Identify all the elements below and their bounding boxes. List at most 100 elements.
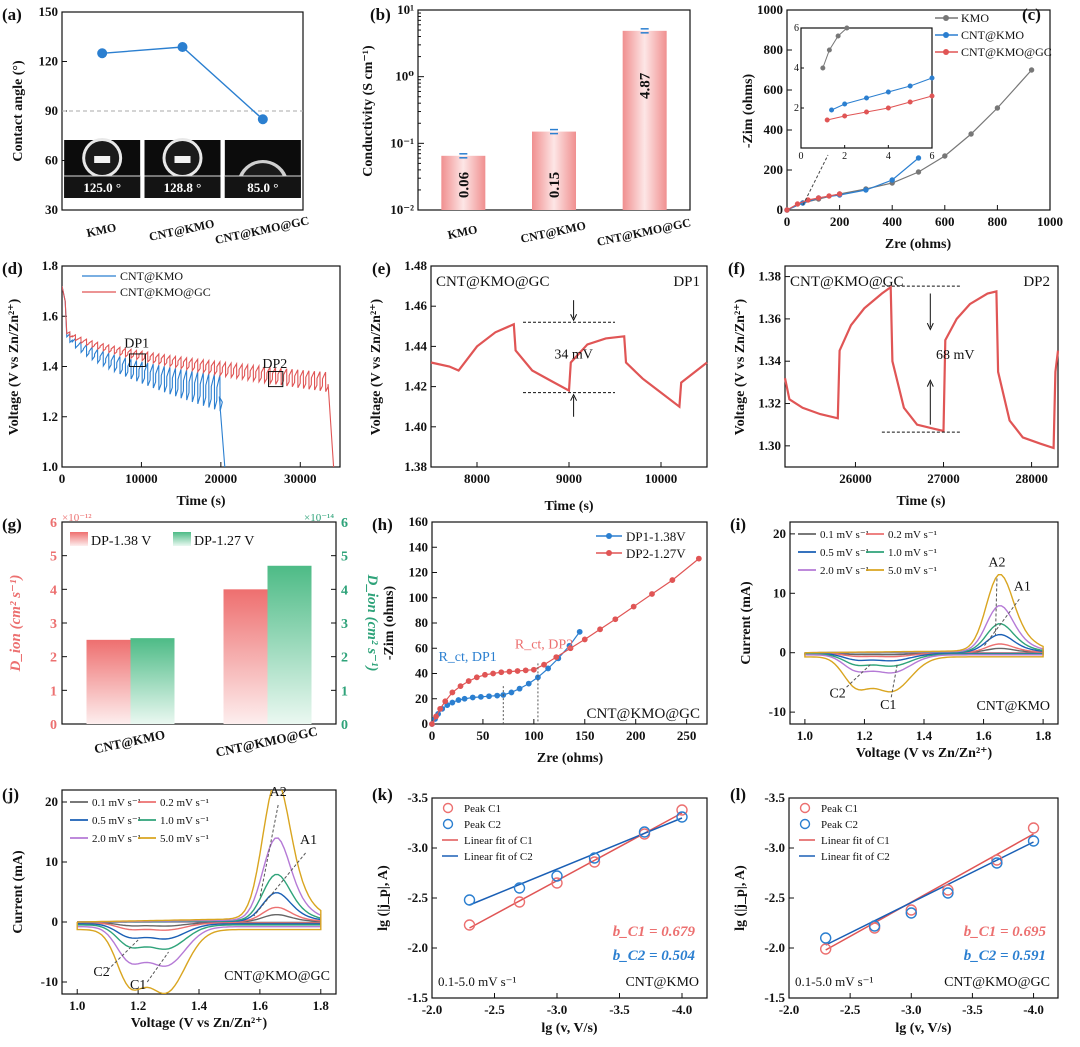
peak-c1-point (551, 877, 563, 889)
y-right-tick-label: 4 (341, 583, 348, 598)
y-tick-label: 6 (50, 516, 57, 531)
y-axis-label: Voltage (V vs Zn/Zn²⁺) (7, 298, 22, 435)
inset-point-1 (929, 75, 935, 81)
legend-label: DP1-1.38V (626, 529, 686, 544)
eis-point-0 (942, 153, 948, 159)
x-category-label: CNT@KMO (148, 216, 216, 244)
legend-label: 5.0 mV s⁻¹ (888, 565, 937, 577)
eis-point-1 (630, 603, 637, 610)
y-tick-label: 10 (773, 585, 786, 600)
inset-plot: 0 2 4 6 2 4 6 (794, 23, 935, 162)
legend-label: 2.0 mV s⁻¹ (820, 565, 869, 577)
cv-curves (804, 574, 1044, 693)
x-tick-label: 800 (988, 214, 1008, 229)
contact-angle-value: 85.0 ° (247, 180, 278, 195)
eis-point-1 (553, 654, 560, 660)
inset-point-2 (863, 109, 869, 115)
panel-title: CNT@KMO@GC (790, 274, 903, 290)
y-tick-label: 1.38 (758, 269, 781, 284)
eis-point-1 (514, 668, 521, 674)
legend-label: DP2-1.27V (626, 546, 686, 561)
peak-c2-point (868, 920, 881, 932)
peak-a2-label: A2 (988, 556, 1005, 571)
arrow-head (926, 379, 934, 387)
legend-marker (943, 49, 949, 55)
legend-swatch (70, 532, 88, 546)
b-value-c1: b_C1 = 0.679 (613, 924, 696, 940)
y-right-tick-label: 2 (341, 651, 348, 666)
inset-point-1 (829, 107, 835, 113)
droplet-base (144, 176, 221, 198)
panel-e: 8000 9000 10000 1.38 1.40 1.42 1.44 1.46 1.48 Tim… (369, 258, 708, 514)
eis-point-0 (516, 685, 523, 692)
inset-x-tick-label: 2 (842, 151, 847, 162)
y-tick-label: 1.8 (42, 258, 59, 273)
y-tick-label: 0 (52, 914, 59, 929)
y-tick-label: 800 (764, 42, 784, 57)
cnt-kmo-gc-curve (62, 285, 335, 467)
inset-x-tick-label: 4 (886, 151, 891, 162)
panel-g: 0 1 2 3 4 5 6 0 1 2 3 4 5 6 ×10⁻¹² ×10⁻¹⁴ D_ion (cm² s⁻¹… (8, 512, 380, 760)
legend-marker (799, 802, 811, 814)
y-axis-label: -Zim (ohms) (382, 586, 397, 661)
eis-point-0 (576, 628, 583, 635)
fit-c2-line (469, 817, 683, 906)
x-tick-label: -2.0 (422, 1002, 443, 1017)
contact-angle-point (177, 41, 188, 52)
inset-point-1 (863, 95, 869, 101)
peak-a2-label: A2 (270, 785, 287, 800)
eis-point-2 (815, 195, 822, 201)
eis-point-0 (508, 689, 515, 696)
y-right-tick-label: 3 (341, 617, 348, 632)
y-tick-label: 1.34 (758, 353, 781, 368)
x-category-label: CNT@KMO (519, 218, 587, 246)
curves-group (62, 285, 335, 467)
eis-point-0 (545, 665, 552, 672)
exponent-label: ×10⁻¹⁴ (304, 512, 334, 524)
legend-marker (442, 818, 454, 830)
y-tick-label: -3.5 (407, 790, 428, 805)
peak-c2-point (551, 870, 563, 882)
legend-label: Linear fit of C2 (464, 851, 533, 863)
peak-guide (890, 664, 898, 698)
y-tick-label: 1.6 (42, 308, 59, 323)
eis-point-0 (477, 693, 484, 700)
y-tick-label: -2.5 (764, 890, 785, 905)
dp2-box (268, 371, 284, 388)
x-tick-label: -3.5 (609, 1002, 630, 1017)
y-tick-label: 200 (764, 162, 784, 177)
x-tick-label: -4.0 (1023, 1002, 1044, 1017)
inset-point-2 (885, 105, 891, 111)
bar-data-label: 0.15 (547, 172, 563, 198)
peak-guide (146, 951, 169, 983)
panel-label: (f) (728, 259, 745, 278)
delta-label: 68 mV (936, 348, 975, 363)
x-axis-label: lg (v, V/s) (541, 1021, 597, 1036)
eis-point-0 (494, 692, 501, 699)
peak-c2-point (513, 882, 526, 894)
panel-label: (l) (730, 785, 746, 804)
legend-label: 0.2 mV s⁻¹ (888, 529, 937, 541)
bar-data-label: 4.87 (638, 72, 654, 99)
dp-1.27-bar (267, 565, 312, 724)
x-tick-label: 100 (524, 728, 544, 743)
panel-k: -2.0 -2.5 -3.0 -3.5 -4.0-1.5-2.0-2.5-3.0-3.5… (376, 790, 708, 1036)
inset-point-0 (820, 65, 826, 71)
peak-guide (253, 852, 306, 917)
x-tick-label: 1.6 (975, 728, 992, 743)
y-tick-label: 1.42 (404, 379, 427, 394)
y-axis-label: lg (|j_p|, A) (376, 865, 391, 931)
y-tick-label: 1.30 (758, 438, 781, 453)
conductivity-bar (532, 131, 576, 210)
y-tick-label: 1.48 (404, 258, 427, 273)
x-axis-label: Time (s) (176, 494, 225, 509)
y-tick-label: -2.0 (764, 940, 785, 955)
y-tick-label: 1.0 (42, 459, 58, 474)
rct-dp1-label: R_ct, DP1 (438, 650, 496, 665)
panel-label: (h) (372, 515, 393, 534)
x-tick-label: -3.5 (962, 1002, 983, 1017)
y-right-tick-label: 5 (341, 550, 348, 565)
peak-c2-point (638, 826, 651, 838)
panel-b: 10⁻² 10⁻¹ 10⁰ 10¹ Conductivity (S cm⁻¹) 0.06 0… (361, 2, 692, 249)
